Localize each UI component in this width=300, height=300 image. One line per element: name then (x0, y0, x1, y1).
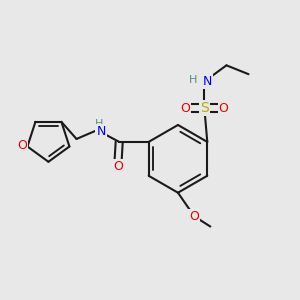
Text: O: O (189, 210, 199, 223)
Text: O: O (180, 101, 190, 115)
Text: N: N (96, 125, 106, 138)
Text: H: H (189, 75, 197, 85)
Text: N: N (202, 75, 212, 88)
Text: O: O (219, 101, 228, 115)
Text: H: H (94, 118, 103, 129)
Text: S: S (200, 101, 209, 115)
Text: O: O (17, 139, 27, 152)
Text: O: O (113, 160, 123, 173)
